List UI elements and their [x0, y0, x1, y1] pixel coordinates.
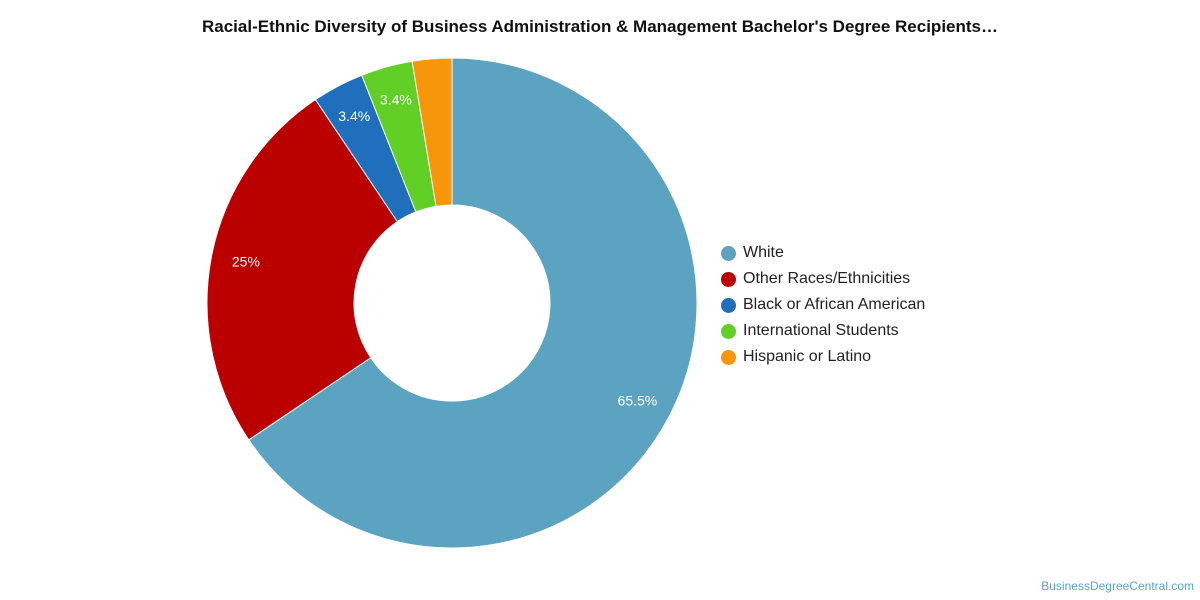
legend-swatch	[721, 271, 736, 287]
chart-title: Racial-Ethnic Diversity of Business Admi…	[201, 17, 998, 36]
donut-slices	[206, 57, 698, 549]
slice-value-label: 3.4%	[380, 91, 412, 107]
legend-swatch	[721, 349, 736, 365]
legend-label: Other Races/Ethnicities	[743, 270, 911, 287]
chart-legend: White Other Races/Ethnicities Black or A…	[721, 240, 925, 370]
slice-value-label: 3.4%	[338, 108, 370, 124]
legend-item-hispanic-latino[interactable]: Hispanic or Latino	[721, 344, 925, 370]
legend-swatch	[721, 245, 736, 261]
site-credit[interactable]: BusinessDegreeCentral.com	[1041, 579, 1194, 593]
slice-value-label: 65.5%	[618, 392, 658, 408]
legend-item-international-students[interactable]: International Students	[721, 318, 925, 344]
legend-swatch	[721, 323, 736, 339]
donut-labels: 65.5% 25% 3.4% 3.4%	[232, 91, 657, 408]
legend-label: International Students	[743, 322, 899, 339]
legend-label: White	[743, 244, 784, 261]
legend-label: Hispanic or Latino	[743, 348, 872, 365]
slice-white[interactable]	[248, 57, 698, 549]
slice-hispanic-or-latino[interactable]	[411, 57, 453, 207]
legend-swatch	[721, 297, 736, 313]
slice-other-races-ethnicities[interactable]	[206, 98, 399, 441]
legend-item-black-african-american[interactable]: Black or African American	[721, 292, 925, 318]
legend-item-white[interactable]: White	[721, 240, 925, 266]
legend-label: Black or African American	[743, 296, 926, 313]
legend-item-other-races[interactable]: Other Races/Ethnicities	[721, 266, 925, 292]
slice-value-label: 25%	[232, 253, 260, 269]
